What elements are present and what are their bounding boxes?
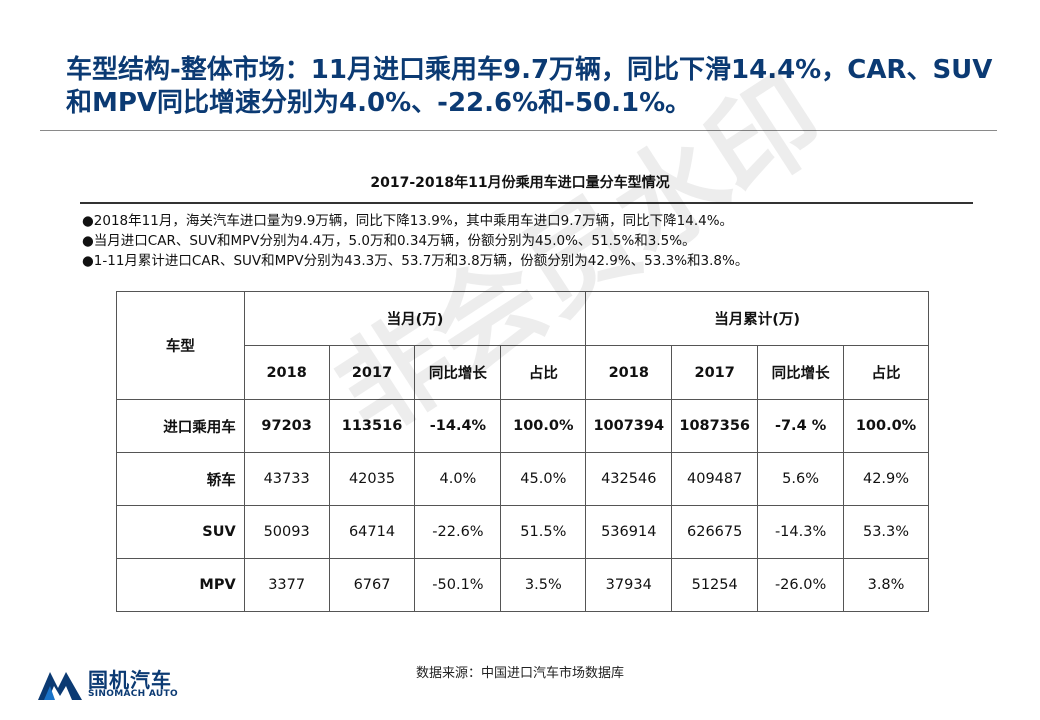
cell-monthly-2017: 113516 bbox=[328, 399, 416, 453]
cell-cumulative-share: 3.8% bbox=[843, 558, 929, 612]
cell-monthly-yoy: -50.1% bbox=[414, 558, 502, 612]
header-cumulative-group: 当月累计(万) bbox=[585, 291, 929, 346]
import-table: 车型 当月(万) 当月累计(万) 2018 2017 同比增长 占比 2018 … bbox=[116, 291, 929, 612]
cell-cumulative-yoy: -26.0% bbox=[757, 558, 845, 612]
header-cumulative-2018: 2018 bbox=[585, 345, 673, 400]
cell-monthly-share: 51.5% bbox=[500, 505, 587, 559]
cell-cumulative-share: 53.3% bbox=[843, 505, 929, 559]
header-vehicle-type: 车型 bbox=[116, 291, 245, 400]
cell-cumulative-share: 100.0% bbox=[843, 399, 929, 453]
cell-monthly-2018: 97203 bbox=[243, 399, 330, 453]
cell-cumulative-2017: 626675 bbox=[671, 505, 759, 559]
header-monthly-2017: 2017 bbox=[328, 345, 416, 400]
table-row-suv: SUV 50093 64714 -22.6% 51.5% 536914 6266… bbox=[116, 505, 929, 559]
cell-monthly-share: 3.5% bbox=[500, 558, 587, 612]
bullet-item: ●1-11月累计进口CAR、SUV和MPV分别为43.3万、53.7万和3.8万… bbox=[82, 253, 749, 269]
sinomach-logo-icon bbox=[38, 672, 82, 700]
row-label: 轿车 bbox=[116, 452, 245, 506]
title-divider bbox=[40, 130, 997, 131]
page-title: 车型结构-整体市场：11月进口乘用车9.7万辆，同比下滑14.4%，CAR、SU… bbox=[66, 54, 1006, 120]
cell-cumulative-2017: 1087356 bbox=[671, 399, 759, 453]
cell-monthly-yoy: -14.4% bbox=[414, 399, 502, 453]
cell-monthly-share: 100.0% bbox=[500, 399, 587, 453]
cell-monthly-yoy: 4.0% bbox=[414, 452, 502, 506]
cell-cumulative-yoy: 5.6% bbox=[757, 452, 845, 506]
cell-monthly-share: 45.0% bbox=[500, 452, 587, 506]
header-monthly-share: 占比 bbox=[500, 345, 587, 400]
table-title-divider bbox=[80, 202, 973, 204]
company-logo: 国机汽车 SINOMACH AUTO bbox=[38, 664, 188, 704]
row-label: 进口乘用车 bbox=[116, 399, 245, 453]
cell-cumulative-yoy: -14.3% bbox=[757, 505, 845, 559]
cell-cumulative-yoy: -7.4 % bbox=[757, 399, 845, 453]
bullet-item: ●2018年11月，海关汽车进口量为9.9万辆，同比下降13.9%，其中乘用车进… bbox=[82, 213, 734, 229]
row-label: MPV bbox=[116, 558, 245, 612]
logo-name-cn: 国机汽车 bbox=[88, 668, 172, 692]
header-monthly-group: 当月(万) bbox=[243, 291, 587, 346]
data-source-note: 数据来源：中国进口汽车市场数据库 bbox=[415, 666, 624, 681]
page-title-line2: 和MPV同比增速分别为4.0%、-22.6%和-50.1%。 bbox=[66, 88, 692, 118]
cell-cumulative-share: 42.9% bbox=[843, 452, 929, 506]
bullet-item: ●当月进口CAR、SUV和MPV分别为4.4万，5.0万和0.34万辆，份额分别… bbox=[82, 233, 696, 249]
header-cumulative-yoy: 同比增长 bbox=[757, 345, 845, 400]
cell-monthly-2017: 6767 bbox=[328, 558, 416, 612]
cell-cumulative-2018: 1007394 bbox=[585, 399, 673, 453]
cell-cumulative-2017: 409487 bbox=[671, 452, 759, 506]
table-row-mpv: MPV 3377 6767 -50.1% 3.5% 37934 51254 -2… bbox=[116, 558, 929, 612]
cell-monthly-2018: 3377 bbox=[243, 558, 330, 612]
cell-monthly-2018: 50093 bbox=[243, 505, 330, 559]
cell-cumulative-2018: 37934 bbox=[585, 558, 673, 612]
header-monthly-yoy: 同比增长 bbox=[414, 345, 502, 400]
row-label: SUV bbox=[116, 505, 245, 559]
cell-cumulative-2018: 432546 bbox=[585, 452, 673, 506]
table-row-car: 轿车 43733 42035 4.0% 45.0% 432546 409487 … bbox=[116, 452, 929, 506]
table-row-total: 进口乘用车 97203 113516 -14.4% 100.0% 1007394… bbox=[116, 399, 929, 453]
cell-monthly-2018: 43733 bbox=[243, 452, 330, 506]
header-monthly-2018: 2018 bbox=[243, 345, 330, 400]
header-cumulative-share: 占比 bbox=[843, 345, 929, 400]
header-cumulative-2017: 2017 bbox=[671, 345, 759, 400]
cell-monthly-2017: 42035 bbox=[328, 452, 416, 506]
cell-monthly-2017: 64714 bbox=[328, 505, 416, 559]
cell-monthly-yoy: -22.6% bbox=[414, 505, 502, 559]
summary-bullets: ●2018年11月，海关汽车进口量为9.9万辆，同比下降13.9%，其中乘用车进… bbox=[82, 211, 982, 271]
cell-cumulative-2017: 51254 bbox=[671, 558, 759, 612]
logo-name-en: SINOMACH AUTO bbox=[88, 689, 178, 699]
cell-cumulative-2018: 536914 bbox=[585, 505, 673, 559]
page-title-line1: 车型结构-整体市场：11月进口乘用车9.7万辆，同比下滑14.4%，CAR、SU… bbox=[66, 55, 993, 85]
table-title: 2017-2018年11月份乘用车进口量分车型情况 bbox=[370, 175, 670, 191]
